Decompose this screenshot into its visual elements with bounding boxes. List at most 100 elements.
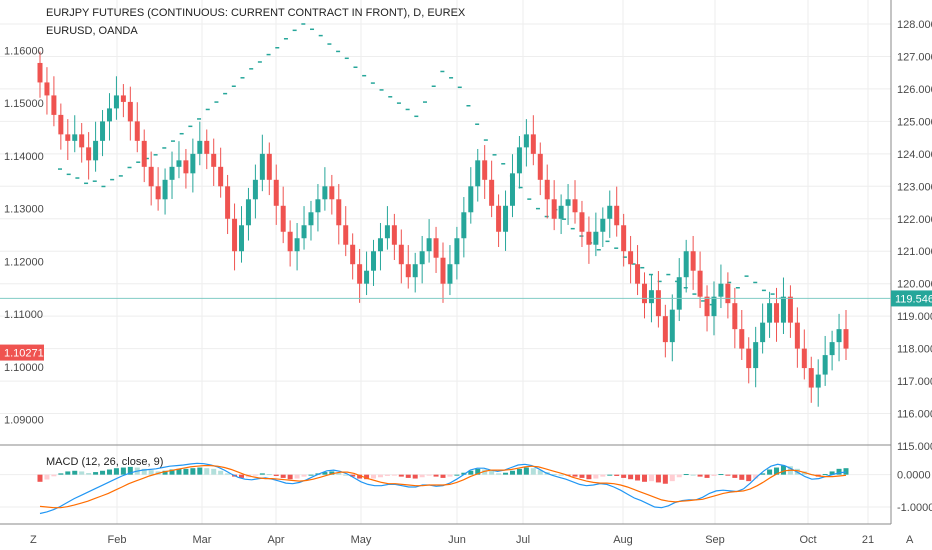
candle-body — [225, 186, 231, 219]
candle-body — [134, 121, 140, 141]
macd-histogram-bar — [628, 474, 634, 480]
main-series-legend[interactable]: EURJPY FUTURES (CONTINUOUS: CURRENT CONT… — [46, 7, 466, 19]
macd-histogram-bar — [676, 474, 682, 478]
candle-body — [697, 270, 703, 297]
candle-body — [301, 225, 307, 239]
candle-body — [72, 134, 78, 141]
macd-histogram-bar — [343, 474, 349, 476]
macd-histogram-bar — [252, 474, 258, 476]
macd-histogram-bar — [697, 474, 703, 477]
candle-body — [614, 205, 620, 226]
macd-histogram-bar — [169, 469, 175, 475]
macd-histogram-bar — [704, 474, 710, 478]
left-tick-label: 1.14000 — [4, 151, 44, 163]
right-tick-label: 120.0000 — [897, 279, 932, 291]
macd-histogram-bar — [621, 474, 627, 478]
right-tick-label: 128.0000 — [897, 19, 932, 31]
auto-scale-button[interactable]: A — [906, 534, 914, 546]
right-tick-label: 115.0000 — [897, 441, 932, 453]
candle-body — [51, 95, 57, 115]
candle-body — [787, 296, 793, 323]
svg-text:1.10271: 1.10271 — [4, 348, 44, 360]
macd-histogram-bar — [523, 467, 529, 475]
candle-body — [412, 264, 418, 278]
candle-body — [232, 218, 238, 252]
candle-body — [37, 62, 43, 83]
candle-body — [336, 199, 342, 226]
right-tick-label: 127.0000 — [897, 51, 932, 63]
macd-histogram-bar — [725, 474, 731, 476]
macd-histogram-bar — [364, 474, 370, 480]
macd-histogram-bar — [301, 474, 307, 477]
macd-histogram-bar — [732, 474, 738, 478]
candle-body — [725, 283, 731, 304]
macd-histogram-bar — [509, 470, 515, 475]
macd-histogram-bar — [412, 474, 418, 479]
left-tick-label: 1.16000 — [4, 45, 44, 57]
candle-body — [655, 290, 661, 317]
candle-body — [621, 225, 627, 252]
macd-histogram-bar — [496, 473, 502, 475]
main-last-value-tag: 119.5460 — [891, 290, 932, 307]
macd-histogram-bar — [780, 465, 786, 475]
time-axis-label: Aug — [613, 534, 633, 546]
right-tick-label: 119.0000 — [897, 311, 932, 323]
macd-histogram-bar — [642, 474, 647, 482]
candle-body — [579, 212, 585, 232]
macd-histogram-bar — [398, 474, 404, 477]
time-axis-label: Apr — [267, 534, 284, 546]
macd-histogram-bar — [371, 474, 377, 479]
macd-histogram-bar — [607, 474, 613, 476]
macd-histogram-bar — [683, 474, 689, 476]
candle-body — [162, 179, 168, 200]
left-tick-label: 1.12000 — [4, 256, 44, 268]
macd-histogram-bar — [843, 468, 849, 475]
candle-body — [350, 244, 356, 265]
macd-histogram-bar — [336, 472, 342, 475]
right-tick-label: 124.0000 — [897, 149, 932, 161]
macd-histogram-bar — [141, 468, 147, 475]
macd-histogram-bar — [190, 468, 196, 475]
macd-histogram-bar — [79, 471, 85, 475]
macd-histogram-bar — [558, 474, 564, 476]
macd-histogram-bar — [829, 471, 835, 475]
candle-body — [65, 134, 71, 141]
macd-histogram-bar — [93, 472, 99, 475]
macd-histogram-bar — [120, 467, 126, 475]
macd-histogram-bar — [433, 474, 439, 477]
left-tick-label: 1.09000 — [4, 415, 44, 427]
candle-body — [204, 140, 210, 154]
candle-body — [100, 121, 106, 141]
candle-body — [169, 166, 175, 180]
candle-body — [683, 251, 689, 278]
macd-histogram-bar — [322, 472, 328, 475]
candle-body — [732, 303, 738, 330]
candle-body — [822, 355, 828, 375]
timezone-button[interactable]: Z — [30, 534, 37, 546]
candle-body — [760, 322, 766, 343]
macd-histogram-bar — [127, 466, 133, 475]
candle-body — [801, 348, 807, 369]
candle-body — [489, 179, 495, 206]
macd-legend[interactable]: MACD (12, 26, close, 9) — [46, 456, 163, 468]
candle-body — [516, 147, 522, 174]
candle-body — [294, 238, 300, 252]
candle-body — [669, 309, 675, 343]
macd-histogram-bar — [197, 467, 203, 475]
candle-body — [586, 231, 592, 245]
macd-histogram-bar — [711, 474, 717, 476]
macd-histogram-bar — [579, 474, 585, 478]
overlay-series-legend[interactable]: EURUSD, OANDA — [46, 25, 138, 37]
macd-histogram-bar — [426, 474, 432, 476]
macd-histogram-bar — [280, 474, 286, 478]
candle-body — [461, 212, 467, 239]
left-tick-label: 1.15000 — [4, 98, 44, 110]
macd-histogram-bar — [593, 474, 599, 479]
left-tick-label: 1.10000 — [4, 362, 44, 374]
macd-tick-label: -1.0000 — [897, 502, 932, 514]
candle-body — [482, 160, 488, 180]
candle-body — [454, 238, 460, 265]
candle-body — [690, 251, 696, 271]
candle-body — [794, 322, 800, 349]
